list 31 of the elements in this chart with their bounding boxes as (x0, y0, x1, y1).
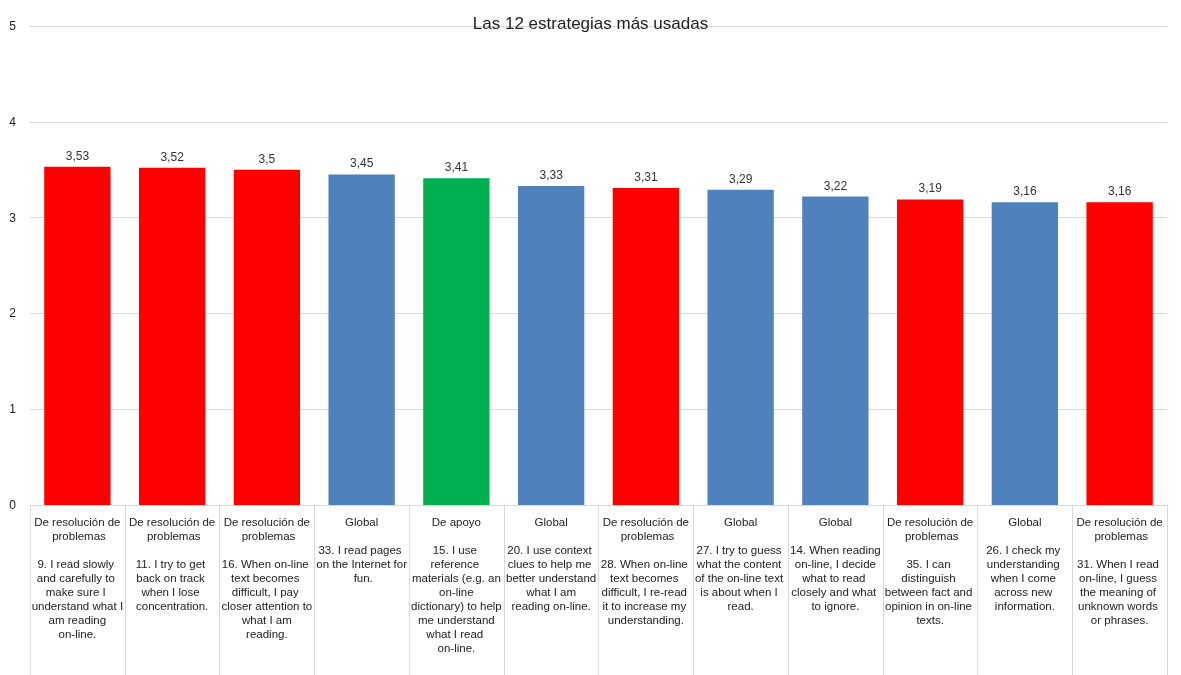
data-label: 3,16 (1107, 184, 1132, 199)
data-label: 3,5 (258, 151, 276, 166)
y-tick-label: 2 (9, 306, 17, 321)
data-label: 3,53 (65, 148, 90, 163)
data-label: 3,29 (728, 171, 753, 186)
category-label: Global 14. When reading on-line, I decide what to read closely and what to ignore. (789, 516, 881, 612)
y-tick-label: 0 (9, 498, 17, 512)
chart-title: Las 12 estrategias más usadas (472, 14, 709, 33)
data-label: 3,52 (160, 149, 185, 164)
data-label: 3,16 (1013, 184, 1037, 199)
category-label: De resolución de problemas 35. I can distinguish between fact and opinion in on-line texts. (884, 516, 974, 626)
category-label: De resolución de problemas 9. I read slowly and carefully to make sure I understand what I am reading on-line. (31, 516, 124, 640)
data-label: 3,22 (823, 178, 848, 193)
data-label: 3,19 (918, 181, 943, 196)
category-label: De resolución de problemas 28. When on-line text becomes difficult, I re-read it to increase my understanding. (600, 516, 690, 626)
y-tick-label: 4 (9, 114, 17, 129)
category-label: Global 26. I check my understanding when I come across new information. (986, 516, 1061, 612)
category-label: De resolución de problemas 11. I try to get back on track when I lose concentration. (128, 516, 216, 612)
data-label: 3,31 (634, 169, 658, 184)
category-label: De resolución de problemas 16. When on-line text becomes difficult, I pay closer attention to what I am reading. (221, 516, 313, 640)
y-tick-label: 5 (9, 19, 17, 33)
category-label: De apoyo 15. I use reference materials (e.g. an on-line dictionary) to help me understand what I read on-line. (410, 516, 502, 654)
category-label: De resolución de problemas 31. When I read on-line, I guess the meaning of unknown words or phrases. (1076, 516, 1163, 626)
data-label: 3,41 (444, 160, 469, 175)
data-label: 3,33 (539, 167, 564, 182)
y-tick-label: 3 (9, 210, 17, 225)
category-label: Global 33. I read pages on the Internet for fun. (316, 516, 408, 584)
y-tick-label: 1 (9, 402, 17, 417)
category-label: Global 27. I try to guess what the content of the on-line text is about when I read. (694, 516, 784, 612)
data-label: 3,45 (349, 156, 374, 171)
category-label: Global 20. I use context clues to help me better understand what I am reading on-line. (506, 516, 597, 612)
